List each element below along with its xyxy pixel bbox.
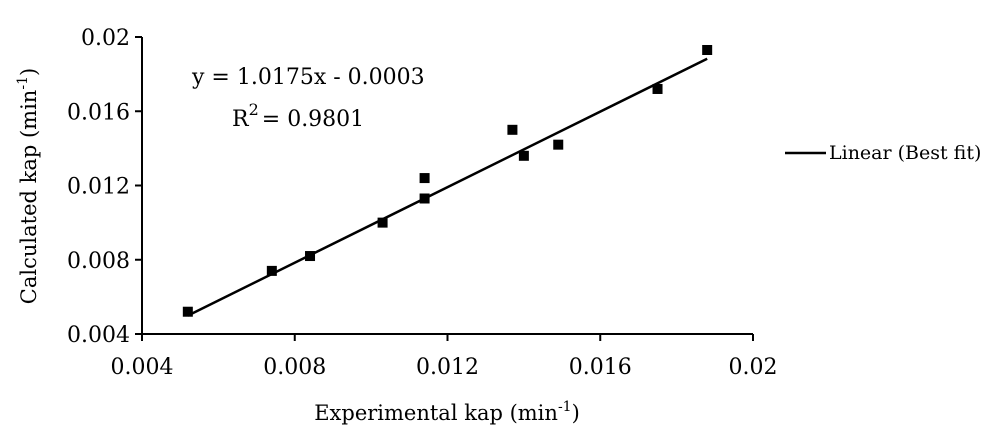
best-fit-line <box>187 57 708 317</box>
x-axis-title-sup: -1 <box>558 399 572 415</box>
legend-label: Linear (Best fit) <box>829 142 981 164</box>
y-axis-title-text: Calculated kap (min <box>17 90 41 305</box>
data-point <box>305 251 316 262</box>
y-tick-label: 0.02 <box>81 26 130 51</box>
data-point <box>553 139 564 150</box>
y-tick-label: 0.016 <box>67 100 130 125</box>
y-axis-title: Calculated kap (min-1) <box>15 68 41 304</box>
data-point <box>182 306 193 317</box>
x-tick-label: 0.016 <box>569 355 632 380</box>
data-points <box>182 44 713 317</box>
y-tick-label: 0.004 <box>67 323 130 348</box>
x-tick-label: 0.008 <box>263 355 326 380</box>
y-tick-label: 0.012 <box>67 175 130 200</box>
data-point <box>652 83 663 94</box>
data-point <box>266 265 277 276</box>
regression-equation: y = 1.0175x - 0.0003 <box>191 65 425 90</box>
r-squared-prefix: R <box>232 107 250 132</box>
data-point <box>419 193 430 204</box>
x-axis-title-end: ) <box>572 401 580 425</box>
r-squared-annotation: R2 = 0.9801 <box>232 100 364 132</box>
legend: Linear (Best fit) <box>785 142 981 164</box>
y-ticks: 0.004 0.008 0.012 0.016 0.02 <box>67 26 142 348</box>
data-point <box>702 44 713 55</box>
x-axis-title-text: Experimental kap (min <box>314 401 558 425</box>
y-axis-title-end: ) <box>17 68 41 76</box>
r-squared-value: = 0.9801 <box>262 107 364 132</box>
x-axis-title: Experimental kap (min-1) <box>314 399 580 425</box>
x-ticks: 0.004 0.008 0.012 0.016 0.02 <box>111 334 778 380</box>
data-point <box>507 124 518 135</box>
r-squared-superscript: 2 <box>249 100 259 119</box>
y-axis-title-sup: -1 <box>15 76 31 90</box>
x-tick-label: 0.02 <box>729 355 778 380</box>
data-point <box>377 217 388 228</box>
data-point <box>419 173 430 184</box>
y-tick-label: 0.008 <box>67 249 130 274</box>
x-tick-label: 0.004 <box>111 355 174 380</box>
data-point <box>518 150 529 161</box>
x-tick-label: 0.012 <box>416 355 479 380</box>
